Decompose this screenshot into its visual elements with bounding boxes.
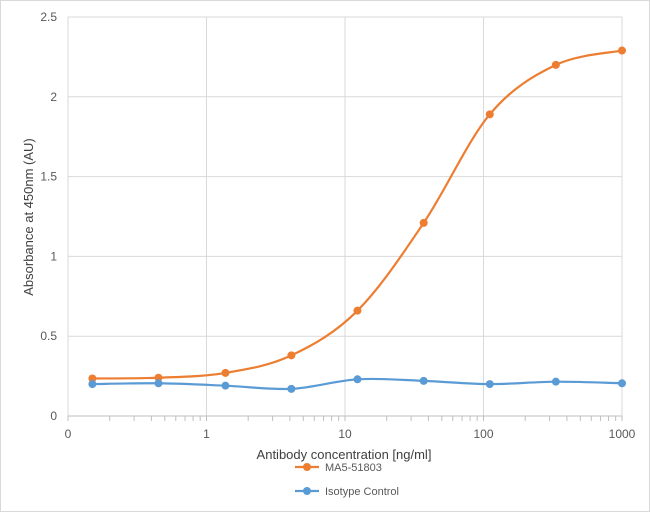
x-tick-label: 1 (203, 427, 210, 441)
legend: MA5-51803 Isotype Control (295, 462, 399, 498)
data-point-ma5-51803 (88, 374, 97, 383)
series-group (88, 46, 626, 393)
data-point-ma5-51803 (618, 46, 626, 55)
gridlines (67, 16, 623, 417)
data-point-ma5-51803 (287, 351, 296, 360)
data-point-isotype-control (154, 379, 163, 388)
data-point-ma5-51803 (551, 60, 560, 69)
y-axis-ticks: 0 0.5 1 1.5 2 2.5 (40, 10, 57, 423)
y-tick-label: 0 (50, 409, 57, 423)
y-tick-label: 2.5 (40, 10, 57, 24)
y-tick-label: 2 (50, 90, 57, 104)
data-point-isotype-control (551, 377, 560, 386)
legend-marker-isotype-control (303, 487, 311, 495)
data-point-isotype-control (88, 380, 97, 389)
data-point-isotype-control (618, 379, 626, 388)
x-axis-title: Antibody concentration [ng/ml] (257, 447, 432, 462)
y-tick-label: 0.5 (40, 329, 57, 343)
legend-label-isotype-control: Isotype Control (325, 486, 399, 498)
data-point-isotype-control (221, 381, 230, 390)
y-axis-title: Absorbance at 450nm (AU) (21, 138, 36, 296)
data-point-ma5-51803 (419, 218, 428, 227)
x-tick-label: 0 (65, 427, 72, 441)
x-tick-label: 10 (338, 427, 352, 441)
legend-label-ma5-51803: MA5-51803 (325, 462, 382, 474)
data-point-isotype-control (287, 384, 296, 393)
x-tick-label: 1000 (609, 427, 636, 441)
data-point-ma5-51803 (485, 110, 494, 119)
data-point-isotype-control (353, 375, 362, 384)
x-axis-ticks: 0 1 10 100 1000 (65, 415, 636, 441)
x-tick-label: 100 (473, 427, 493, 441)
data-point-isotype-control (485, 380, 494, 389)
data-point-ma5-51803 (221, 368, 230, 377)
y-tick-label: 1 (50, 249, 57, 263)
series-line-ma5-51803 (92, 49, 623, 380)
data-point-ma5-51803 (154, 373, 163, 382)
data-point-ma5-51803 (353, 306, 362, 315)
y-tick-label: 1.5 (40, 170, 57, 184)
legend-marker-ma5-51803 (303, 463, 311, 471)
data-point-isotype-control (419, 376, 428, 385)
